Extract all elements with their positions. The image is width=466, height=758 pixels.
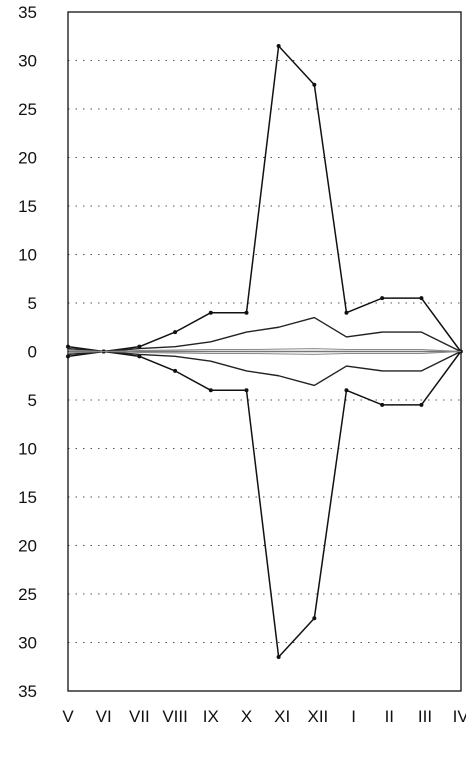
x-tick-label: IV bbox=[453, 707, 466, 726]
series-line-2-upper bbox=[67, 316, 462, 353]
x-tick-label: V bbox=[62, 707, 74, 726]
data-point bbox=[244, 310, 249, 315]
data-point bbox=[312, 616, 317, 621]
data-point bbox=[419, 402, 424, 407]
data-point bbox=[380, 402, 385, 407]
data-point bbox=[276, 655, 281, 660]
y-tick-label: 0 bbox=[28, 343, 37, 362]
x-tick-label: VI bbox=[96, 707, 112, 726]
y-tick-label: 20 bbox=[18, 537, 37, 556]
data-point bbox=[344, 388, 349, 393]
y-tick-label: 35 bbox=[18, 682, 37, 701]
data-point bbox=[208, 388, 213, 393]
series-line-3-lower bbox=[67, 351, 461, 355]
y-tick-label: 10 bbox=[18, 440, 37, 459]
data-point bbox=[173, 368, 178, 373]
data-point bbox=[344, 310, 349, 315]
x-tick-label: XII bbox=[308, 707, 329, 726]
y-tick-label: 35 bbox=[18, 3, 37, 22]
data-point bbox=[66, 344, 70, 349]
x-axis-labels: V VI VII VIII IX X XI XII I II III IV bbox=[62, 707, 466, 726]
x-tick-label: VIII bbox=[162, 707, 188, 726]
gridlines bbox=[68, 60, 461, 643]
y-tick-label: 25 bbox=[18, 585, 37, 604]
x-tick-label: II bbox=[385, 707, 394, 726]
y-tick-label: 5 bbox=[28, 391, 37, 410]
data-point bbox=[380, 296, 385, 301]
y-tick-label: 30 bbox=[18, 52, 37, 71]
data-point bbox=[137, 354, 142, 359]
x-tick-label: X bbox=[241, 707, 252, 726]
data-point bbox=[173, 330, 178, 335]
y-tick-label: 15 bbox=[18, 197, 37, 216]
data-point bbox=[244, 388, 249, 393]
data-point bbox=[312, 82, 317, 87]
data-point bbox=[137, 344, 142, 349]
y-tick-label: 20 bbox=[18, 149, 37, 168]
x-tick-label: VII bbox=[129, 707, 150, 726]
series-line-2-lower bbox=[67, 350, 462, 387]
y-tick-label: 25 bbox=[18, 100, 37, 119]
data-point bbox=[276, 43, 281, 48]
data-point bbox=[208, 310, 213, 315]
series-group bbox=[66, 43, 463, 660]
y-tick-label: 15 bbox=[18, 488, 37, 507]
y-tick-label: 30 bbox=[18, 634, 37, 653]
x-tick-label: XI bbox=[274, 707, 290, 726]
x-tick-label: IX bbox=[203, 707, 219, 726]
y-axis-labels: 35 30 25 20 15 10 5 0 5 10 15 20 25 30 35 bbox=[18, 3, 37, 701]
series-line-1-upper bbox=[67, 45, 462, 353]
y-tick-label: 10 bbox=[18, 246, 37, 265]
y-tick-label: 5 bbox=[28, 294, 37, 313]
series-line-1-lower bbox=[67, 350, 462, 658]
x-tick-label: I bbox=[351, 707, 356, 726]
series-line-3-upper bbox=[67, 348, 461, 352]
data-point bbox=[419, 296, 424, 301]
data-point bbox=[66, 354, 70, 359]
x-tick-label: III bbox=[418, 707, 432, 726]
